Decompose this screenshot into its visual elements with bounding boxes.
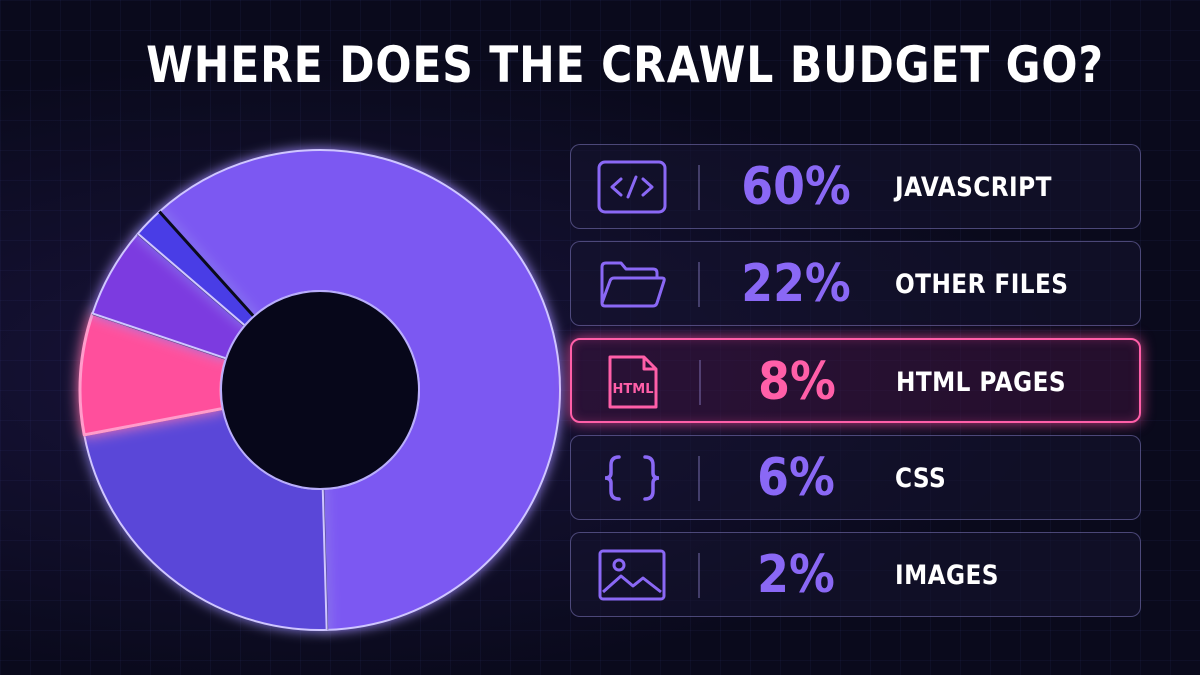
- legend-value: 60%: [741, 157, 851, 217]
- legend-divider: [698, 456, 700, 501]
- legend-row-javascript: 60% JAVASCRIPT: [570, 144, 1141, 229]
- folder-icon: [600, 261, 666, 308]
- chart-title: WHERE DOES THE CRAWL BUDGET GO?: [146, 36, 1104, 94]
- legend-label: HTML PAGES: [896, 367, 1067, 398]
- curly-braces-icon: [604, 455, 660, 501]
- html-file-icon: HTML: [608, 355, 658, 409]
- legend-divider: [699, 360, 701, 405]
- legend-row-css: 6% CSS: [570, 435, 1141, 520]
- legend-value: 6%: [757, 448, 835, 508]
- legend-label: CSS: [895, 463, 947, 494]
- legend-label: OTHER FILES: [895, 269, 1069, 300]
- donut-chart: [78, 149, 561, 631]
- donut-hole: [220, 290, 420, 490]
- slice-separator: [158, 210, 255, 318]
- html-icon-text: HTML: [613, 382, 654, 397]
- image-icon: [598, 549, 666, 601]
- legend-divider: [698, 553, 700, 598]
- legend-divider: [698, 165, 700, 210]
- legend-value: 8%: [758, 352, 836, 412]
- legend-divider: [698, 262, 700, 307]
- legend: 60% JAVASCRIPT 22% OTHER FILES HTML 8% H…: [570, 144, 1141, 629]
- legend-label: IMAGES: [895, 560, 999, 591]
- code-icon: [597, 160, 667, 214]
- legend-row-images: 2% IMAGES: [570, 532, 1141, 617]
- legend-row-html-pages: HTML 8% HTML PAGES: [570, 338, 1141, 423]
- legend-value: 22%: [741, 254, 851, 314]
- legend-value: 2%: [757, 545, 835, 605]
- legend-label: JAVASCRIPT: [895, 172, 1052, 203]
- legend-row-other-files: 22% OTHER FILES: [570, 241, 1141, 326]
